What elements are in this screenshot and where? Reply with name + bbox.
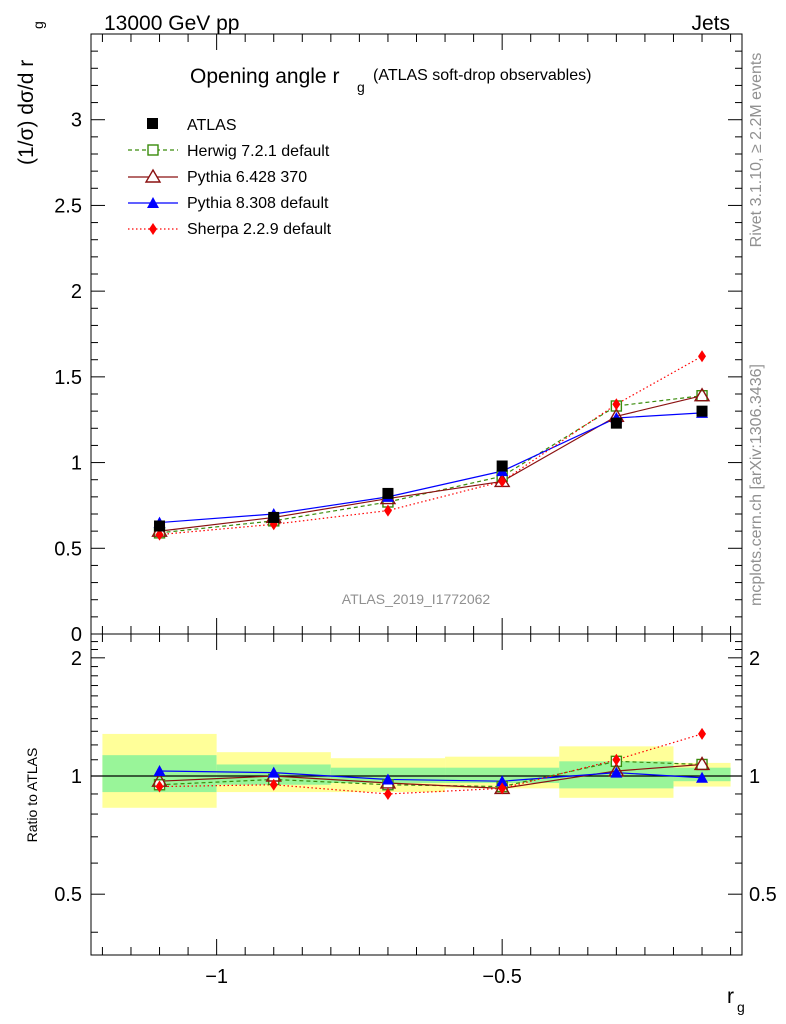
legend-entry-atlas: ATLAS	[147, 117, 237, 134]
main-ytick-label: 2	[71, 281, 82, 303]
data-point-atlas	[496, 460, 508, 472]
ratio-point-pythia-8-308-default	[381, 773, 394, 785]
legend-label-sherpa: Sherpa 2.2.9 default	[187, 221, 332, 238]
analysis-label: ATLAS_2019_I1772062	[342, 591, 491, 607]
series-line-sherpa-2-2-9-default	[159, 355, 703, 536]
data-point-atlas	[696, 405, 708, 417]
ylabel-main: (1/σ) dσ/d r	[15, 60, 38, 165]
legend: ATLAS Herwig 7.2.1 default Pythia 6.428 …	[128, 117, 332, 238]
ratio-ytick-label: 0.5	[54, 884, 82, 906]
legend-entry-sherpa: Sherpa 2.2.9 default	[128, 221, 332, 238]
data-point-sherpa-2-2-9-default	[698, 350, 707, 363]
ratio-point-sherpa-2-2-9-default	[155, 780, 164, 793]
data-point-atlas	[382, 487, 394, 499]
main-ytick-label: 1	[71, 453, 82, 475]
ratio-line-pythia-6-428-370	[159, 763, 703, 789]
ratio-xtick-label: −1	[205, 966, 228, 988]
legend-entry-herwig: Herwig 7.2.1 default	[128, 143, 330, 160]
legend-marker-herwig	[147, 144, 159, 156]
main-ytick-label: 3	[71, 110, 82, 132]
ratio-axis-ticks: 0.5 0.5 1 1 2 2 −1 −0.5	[54, 634, 777, 988]
ratio-ytick-label-right: 2	[749, 648, 760, 670]
data-point-atlas	[610, 417, 622, 429]
ratio-xtick-label: −0.5	[482, 966, 521, 988]
rivet-label: Rivet 3.1.10, ≥ 2.2M events	[748, 53, 765, 248]
title-extra: (ATLAS soft-drop observables)	[373, 67, 591, 84]
legend-label-herwig: Herwig 7.2.1 default	[187, 143, 330, 160]
main-series-group	[151, 350, 711, 541]
legend-label-pythia6: Pythia 6.428 370	[187, 169, 307, 186]
ratio-point-sherpa-2-2-9-default	[383, 787, 392, 800]
ratio-ylabel: Ratio to ATLAS	[24, 748, 40, 843]
xlabel-subscript: g	[737, 999, 745, 1015]
ratio-point-pythia-8-308-default	[496, 775, 509, 787]
ylabel-subscript: g	[30, 21, 46, 29]
header-left: 13000 GeV pp	[104, 12, 239, 35]
ratio-panel: 0.5 0.5 1 1 2 2 −1 −0.5 Ratio to ATLAS r g	[24, 633, 777, 1015]
legend-label-pythia8: Pythia 8.308 default	[187, 195, 329, 212]
data-point-atlas	[268, 511, 280, 523]
ratio-ytick-label: 2	[71, 648, 82, 670]
ratio-point-sherpa-2-2-9-default	[612, 753, 621, 766]
ratio-point-pythia-8-308-default	[696, 771, 709, 783]
header-right: Jets	[691, 12, 730, 35]
ratio-point-pythia-6-428-370	[693, 756, 711, 771]
title-main: Opening angle r	[190, 65, 339, 88]
ratio-ytick-label: 1	[71, 766, 82, 788]
data-point-atlas	[154, 520, 166, 532]
legend-entry-pythia8: Pythia 8.308 default	[128, 195, 329, 212]
title-subscript: g	[357, 79, 365, 95]
ratio-point-pythia-8-308-default	[267, 766, 280, 778]
main-ytick-label: 0	[71, 624, 82, 646]
ratio-point-pythia-8-308-default	[610, 766, 623, 778]
ratio-ytick-label-right: 0.5	[749, 884, 777, 906]
main-ytick-label: 1.5	[54, 367, 82, 389]
data-point-pythia-6-428-370	[693, 387, 711, 402]
main-title: Opening angle r	[190, 65, 339, 88]
data-point-sherpa-2-2-9-default	[498, 475, 507, 488]
main-panel: 0 0.5 1 1.5 2 2.5 3 Opening angle r g (ATLAS s…	[15, 21, 743, 646]
legend-entry-pythia6: Pythia 6.428 370	[128, 168, 307, 186]
legend-label-atlas: ATLAS	[187, 117, 237, 134]
legend-marker-pythia8	[147, 197, 159, 208]
legend-marker-atlas	[147, 118, 158, 129]
ratio-line-pythia-8-308-default	[159, 770, 703, 782]
ratio-point-sherpa-2-2-9-default	[269, 778, 278, 791]
ratio-point-sherpa-2-2-9-default	[498, 782, 507, 795]
main-ylabel: (1/σ) dσ/d r g	[15, 21, 46, 165]
main-ytick-label: 2.5	[54, 195, 82, 217]
data-point-sherpa-2-2-9-default	[383, 504, 392, 517]
mcplots-label: mcplots.cern.ch [arXiv:1306.3436]	[748, 364, 765, 606]
data-point-sherpa-2-2-9-default	[612, 398, 621, 411]
ratio-point-sherpa-2-2-9-default	[698, 727, 707, 740]
series-line-pythia-6-428-370	[159, 395, 703, 532]
xlabel-main: r	[727, 985, 734, 1008]
series-line-pythia-8-308-default	[159, 412, 703, 524]
ratio-ytick-label-right: 1	[749, 766, 760, 788]
ratio-point-pythia-8-308-default	[153, 764, 166, 776]
legend-marker-pythia6	[144, 168, 162, 183]
main-axis-ticks: 0 0.5 1 1.5 2 2.5 3	[54, 34, 742, 646]
legend-marker-sherpa	[149, 223, 157, 235]
data-point-sherpa-2-2-9-default	[155, 528, 164, 541]
main-ytick-label: 0.5	[54, 538, 82, 560]
series-line-herwig-7-2-1-default	[159, 395, 703, 534]
ratio-series-group	[151, 727, 711, 800]
